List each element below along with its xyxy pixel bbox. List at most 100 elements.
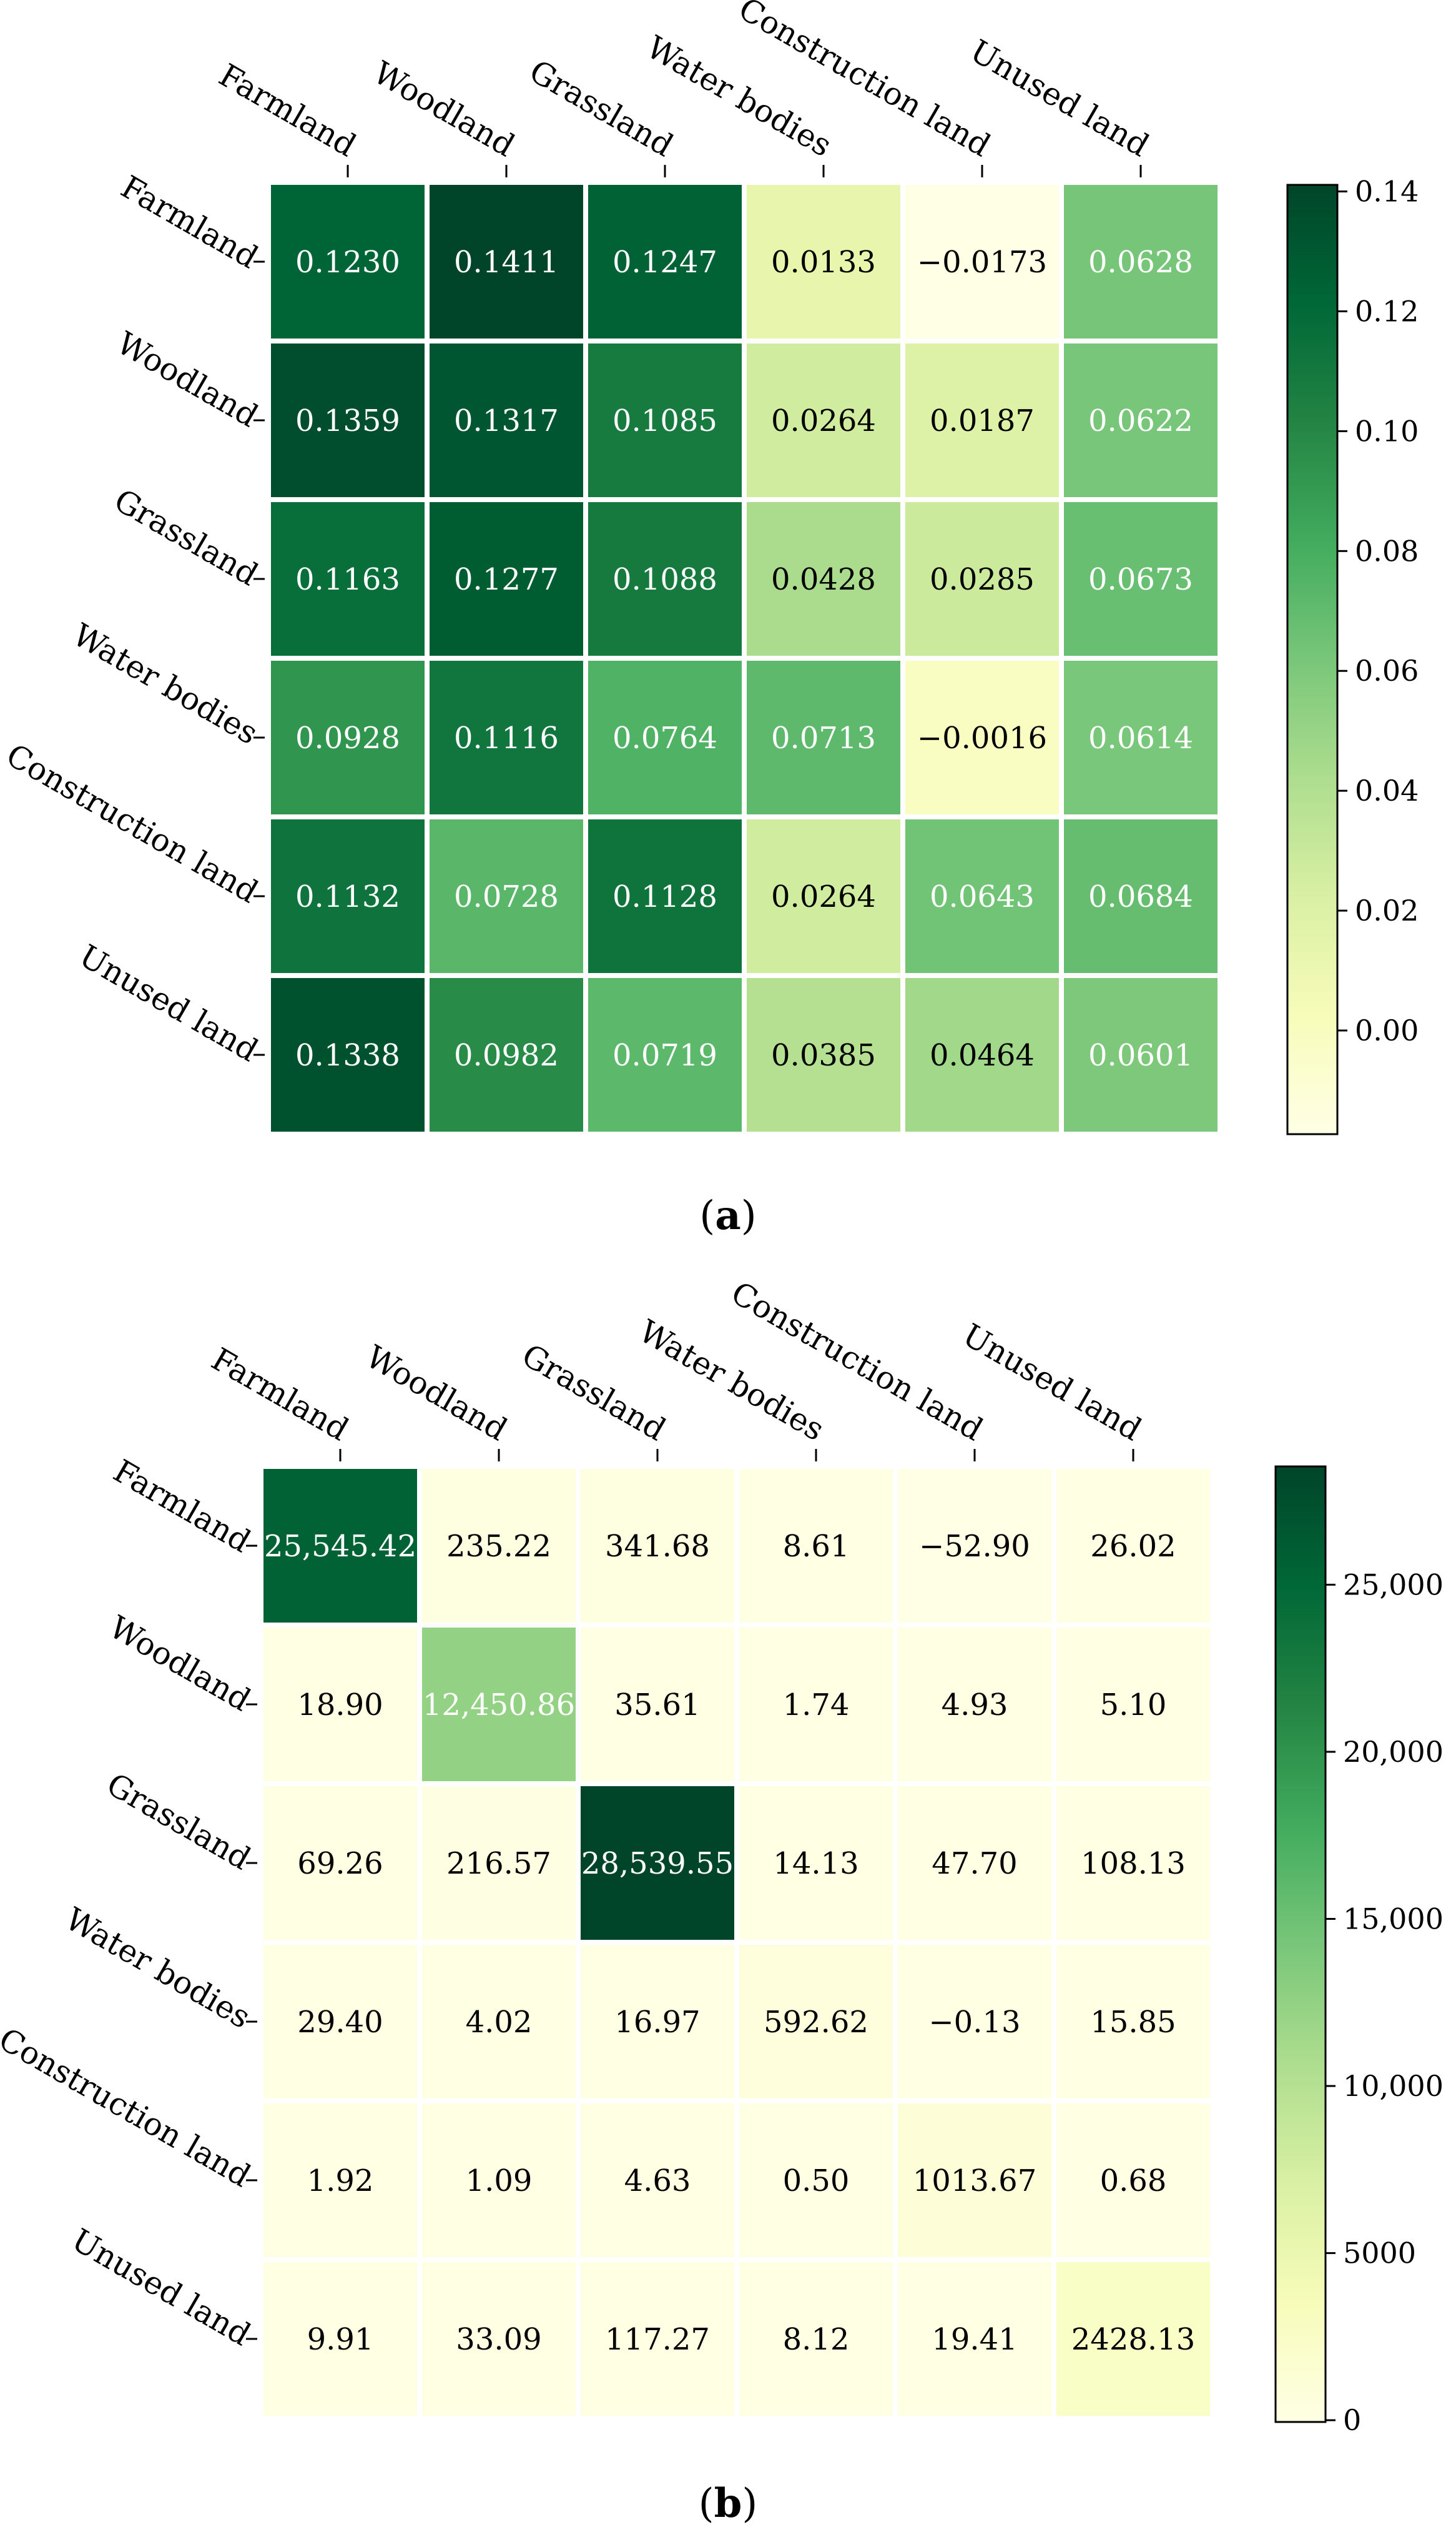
cell-label-b-r2-c1: 216.57 [446, 1846, 551, 1881]
cell-label-a-r4-c4: 0.0643 [930, 879, 1035, 914]
cell-label-a-r0-c1: 0.1411 [454, 245, 559, 280]
cell-label-a-r5-c0: 0.1338 [295, 1038, 400, 1073]
heatmap-cell-a-r2-c1 [425, 497, 588, 661]
caption-b-open: ( [699, 2481, 714, 2527]
cell-label-a-r2-c1: 0.1277 [454, 562, 559, 597]
cell-label-b-r0-c4: −52.90 [919, 1529, 1030, 1564]
cell-label-a-r0-c5: 0.0628 [1088, 245, 1193, 280]
colorbar-tick-label-a-3: 0.06 [1355, 654, 1419, 688]
colorbar-tick-label-a-1: 0.02 [1355, 894, 1419, 927]
cell-label-b-r2-c4: 47.70 [932, 1846, 1017, 1881]
heatmap-cell-a-r5-c0 [266, 973, 430, 1137]
cell-label-b-r4-c5: 0.68 [1100, 2163, 1167, 2198]
cell-label-b-r1-c5: 5.10 [1100, 1688, 1167, 1722]
colorbar-tick-label-b-2: 10,000 [1343, 2069, 1444, 2103]
heatmap-cell-a-r3-c3 [742, 656, 905, 819]
cell-label-a-r4-c3: 0.0264 [771, 879, 876, 914]
colorbar-tick-label-a-6: 0.12 [1355, 294, 1419, 328]
heatmap-cell-b-r1-c5 [1051, 1623, 1215, 1786]
cell-label-a-r1-c0: 0.1359 [295, 403, 400, 438]
cell-label-b-r3-c5: 15.85 [1090, 2005, 1176, 2040]
cell-label-b-r1-c3: 1.74 [783, 1688, 850, 1722]
heatmap-cell-b-r2-c3 [734, 1781, 898, 1945]
cell-label-b-r3-c1: 4.02 [466, 2005, 533, 2040]
heatmap-cell-a-r3-c5 [1059, 656, 1222, 819]
cell-label-a-r0-c2: 0.1247 [612, 245, 717, 280]
heatmap-cell-b-r4-c4 [893, 2098, 1056, 2262]
cell-label-a-r4-c5: 0.0684 [1088, 879, 1193, 914]
cell-label-a-r1-c3: 0.0264 [771, 403, 876, 438]
heatmap-cell-b-r2-c5 [1051, 1781, 1215, 1945]
cell-label-b-r5-c3: 8.12 [783, 2322, 850, 2357]
heatmap-cell-b-r1-c2 [576, 1623, 739, 1786]
heatmap-cell-b-r4-c0 [258, 2098, 422, 2262]
cell-label-a-r3-c2: 0.0764 [612, 721, 717, 756]
colorbar-tick-label-a-7: 0.14 [1355, 175, 1419, 209]
caption-a-close: ) [741, 1193, 757, 1239]
svg-text:(a): (a) [699, 1192, 756, 1239]
heatmap-cell-a-r2-c2 [583, 497, 747, 661]
cell-label-a-r4-c0: 0.1132 [295, 879, 400, 914]
cell-label-b-r2-c5: 108.13 [1081, 1846, 1186, 1881]
heatmap-cell-b-r0-c1 [417, 1464, 581, 1628]
heatmap-cell-b-r2-c2 [576, 1781, 739, 1945]
cell-label-b-r5-c2: 117.27 [605, 2322, 710, 2357]
cell-label-b-r4-c2: 4.63 [624, 2163, 691, 2198]
cell-label-a-r4-c2: 0.1128 [612, 879, 717, 914]
cell-label-a-r3-c1: 0.1116 [454, 721, 559, 756]
heatmap-cell-a-r5-c5 [1059, 973, 1222, 1137]
cell-label-b-r1-c1: 12,450.86 [423, 1688, 575, 1722]
heatmap-cell-a-r0-c5 [1059, 180, 1222, 343]
cell-label-a-r3-c0: 0.0928 [295, 721, 400, 756]
heatmap-cell-a-r5-c2 [583, 973, 747, 1137]
heatmap-cell-a-r0-c0 [266, 180, 430, 343]
colorbar-tick-label-a-2: 0.04 [1355, 774, 1419, 808]
heatmap-cell-a-r4-c4 [900, 814, 1064, 978]
cell-label-a-r3-c5: 0.0614 [1088, 721, 1193, 756]
colorbar-tick-label-a-4: 0.08 [1355, 534, 1419, 568]
cell-label-b-r4-c0: 1.92 [307, 2163, 374, 2198]
panel-caption-a: (a) [699, 1192, 756, 1239]
heatmap-cell-a-r1-c1 [425, 339, 588, 502]
cell-label-a-r4-c1: 0.0728 [454, 879, 559, 914]
cell-label-b-r1-c4: 4.93 [942, 1688, 1008, 1722]
caption-b-letter: b [714, 2480, 742, 2527]
heatmap-cell-b-r5-c0 [258, 2257, 422, 2421]
colorbar-tick-label-b-0: 0 [1343, 2403, 1361, 2437]
cell-label-a-r5-c4: 0.0464 [930, 1038, 1035, 1073]
cell-label-a-r5-c3: 0.0385 [771, 1038, 876, 1073]
colorbar-tick-label-b-3: 15,000 [1343, 1902, 1444, 1936]
heatmap-cell-a-r5-c3 [742, 973, 905, 1137]
cell-label-a-r0-c4: −0.0173 [917, 245, 1047, 280]
cell-label-a-r0-c3: 0.0133 [771, 245, 876, 280]
heatmap-cell-b-r4-c3 [734, 2098, 898, 2262]
cell-label-b-r3-c4: −0.13 [928, 2005, 1020, 2040]
svg-text:(b): (b) [699, 2480, 758, 2527]
cell-label-b-r5-c0: 9.91 [307, 2322, 374, 2357]
heatmap-cell-b-r5-c5 [1051, 2257, 1215, 2421]
heatmap-cell-b-r3-c5 [1051, 1940, 1215, 2103]
cell-label-b-r4-c4: 1013.67 [913, 2163, 1037, 2198]
heatmap-cell-b-r4-c1 [417, 2098, 581, 2262]
cell-label-a-r2-c0: 0.1163 [295, 562, 400, 597]
heatmap-cell-b-r1-c4 [893, 1623, 1056, 1786]
cell-label-a-r5-c5: 0.0601 [1088, 1038, 1193, 1073]
heatmap-cell-a-r1-c5 [1059, 339, 1222, 502]
heatmap-cell-b-r1-c1 [417, 1623, 581, 1786]
caption-a-letter: a [715, 1192, 740, 1239]
cell-label-b-r2-c0: 69.26 [297, 1846, 383, 1881]
cell-label-a-r1-c1: 0.1317 [454, 403, 559, 438]
cell-label-b-r4-c1: 1.09 [466, 2163, 533, 2198]
heatmap-cell-a-r2-c0 [266, 497, 430, 661]
cell-label-b-r0-c3: 8.61 [783, 1529, 850, 1564]
heatmap-cell-b-r3-c2 [576, 1940, 739, 2103]
heatmap-cell-a-r5-c1 [425, 973, 588, 1137]
colorbar-tick-label-a-0: 0.00 [1355, 1014, 1419, 1047]
cell-label-b-r0-c0: 25,545.42 [264, 1529, 416, 1564]
cell-label-b-r0-c2: 341.68 [605, 1529, 710, 1564]
colorbar-tick-label-a-5: 0.10 [1355, 414, 1419, 448]
caption-b-close: ) [742, 2481, 757, 2527]
colorbar-tick-label-b-1: 5000 [1343, 2236, 1416, 2270]
cell-label-a-r2-c2: 0.1088 [612, 562, 717, 597]
